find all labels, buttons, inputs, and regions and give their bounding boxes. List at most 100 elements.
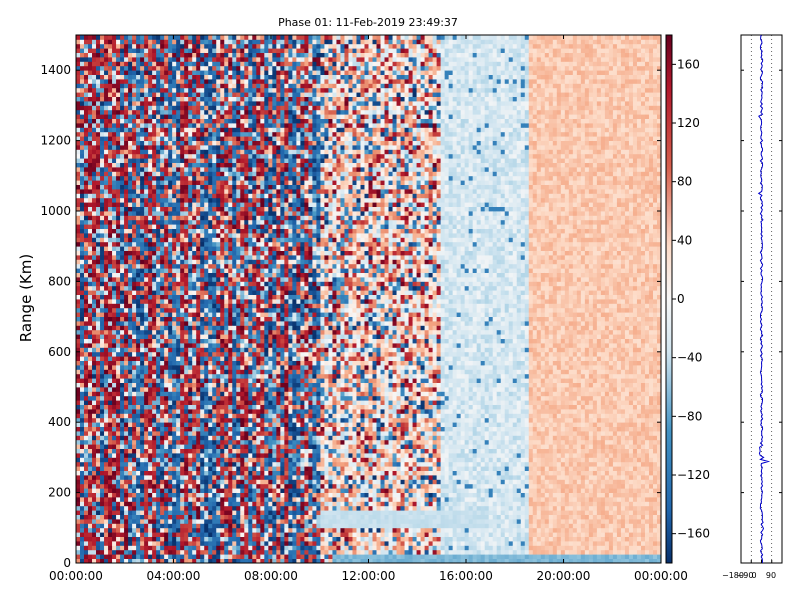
- heatmap-cell: [196, 558, 201, 564]
- heatmap-cell: [176, 369, 181, 375]
- heatmap-cell: [164, 439, 169, 445]
- heatmap-cell: [96, 347, 101, 353]
- heatmap-cell: [140, 497, 145, 502]
- heatmap-cell: [228, 79, 233, 84]
- heatmap-cell: [196, 417, 201, 423]
- heatmap-cell: [208, 501, 213, 507]
- heatmap-cell: [108, 268, 113, 273]
- heatmap-cell: [152, 488, 157, 493]
- heatmap-cell: [240, 483, 245, 489]
- heatmap-cell: [172, 558, 177, 564]
- heatmap-cell: [128, 180, 133, 185]
- heatmap-cell: [236, 527, 241, 533]
- heatmap-cell: [76, 277, 81, 282]
- heatmap-cell: [204, 431, 209, 436]
- heatmap-cell: [196, 351, 201, 357]
- heatmap-cell: [152, 404, 157, 410]
- heatmap-cell: [108, 545, 113, 551]
- heatmap-cell: [112, 549, 117, 555]
- heatmap-cell: [108, 444, 113, 449]
- heatmap-cell: [196, 149, 201, 155]
- heatmap-cell: [204, 294, 209, 300]
- heatmap-cell: [220, 299, 225, 304]
- heatmap-cell: [96, 435, 101, 441]
- heatmap-cell: [152, 387, 157, 392]
- heatmap-cell: [180, 127, 185, 133]
- heatmap-cell: [128, 417, 133, 423]
- heatmap-cell: [220, 400, 225, 405]
- heatmap-cell: [88, 360, 93, 366]
- heatmap-cell: [80, 202, 85, 207]
- heatmap-cell: [224, 558, 229, 564]
- heatmap-cell: [224, 241, 229, 247]
- heatmap-cell: [88, 39, 93, 45]
- heatmap-cell: [124, 189, 129, 194]
- heatmap-cell: [100, 413, 105, 419]
- heatmap-cell: [124, 171, 129, 177]
- heatmap-cell: [104, 431, 109, 436]
- heatmap-cell: [104, 215, 109, 221]
- heatmap-cell: [92, 387, 97, 392]
- heatmap-cell: [228, 369, 233, 375]
- heatmap-cell: [92, 171, 97, 177]
- heatmap-cell: [204, 321, 209, 326]
- heatmap-cell: [220, 373, 225, 379]
- heatmap-cell: [160, 523, 165, 529]
- heatmap-cell: [164, 290, 169, 295]
- heatmap-cell: [196, 153, 201, 159]
- heatmap-cell: [232, 189, 237, 194]
- heatmap-cell: [120, 510, 125, 515]
- heatmap-cell: [180, 92, 185, 97]
- heatmap-cell: [164, 514, 169, 520]
- heatmap-cell: [220, 541, 225, 546]
- heatmap-cell: [140, 35, 145, 40]
- heatmap-cell: [104, 519, 109, 524]
- heatmap-cell: [80, 334, 85, 339]
- heatmap-cell: [96, 400, 101, 405]
- heatmap-cell: [184, 48, 189, 53]
- heatmap-cell: [212, 479, 217, 485]
- heatmap-cell: [236, 127, 241, 133]
- heatmap-cell: [180, 413, 185, 419]
- heatmap-cell: [80, 457, 85, 463]
- heatmap-cell: [76, 105, 81, 111]
- heatmap-cell: [216, 457, 221, 463]
- heatmap-cell: [176, 153, 181, 159]
- heatmap-cell: [180, 303, 185, 309]
- heatmap-cell: [228, 461, 233, 467]
- heatmap-cell: [128, 347, 133, 353]
- heatmap-cell: [216, 343, 221, 348]
- heatmap-cell: [144, 61, 149, 67]
- heatmap-cell: [120, 400, 125, 405]
- heatmap-cell: [136, 246, 141, 251]
- heatmap-cell: [196, 422, 201, 427]
- heatmap-cell: [152, 285, 157, 291]
- heatmap-cell: [76, 202, 81, 207]
- heatmap-cell: [204, 255, 209, 260]
- heatmap-cell: [196, 527, 201, 533]
- heatmap-cell: [196, 140, 201, 146]
- heatmap-cell: [104, 123, 109, 128]
- heatmap-cell: [192, 189, 197, 194]
- heatmap-cell: [208, 316, 213, 322]
- heatmap-cell: [160, 193, 165, 199]
- heatmap-cell: [76, 422, 81, 427]
- heatmap-cell: [180, 549, 185, 555]
- heatmap-cell: [152, 224, 157, 229]
- heatmap-cell: [196, 285, 201, 291]
- heatmap-cell: [152, 545, 157, 551]
- heatmap-cell: [192, 109, 197, 115]
- heatmap-cell: [128, 505, 133, 511]
- heatmap-cell: [208, 171, 213, 177]
- heatmap-cell: [140, 92, 145, 97]
- heatmap-cell: [96, 299, 101, 304]
- heatmap-cell: [164, 109, 169, 115]
- heatmap-cell: [144, 373, 149, 379]
- heatmap-cell: [80, 347, 85, 353]
- heatmap-cell: [172, 189, 177, 194]
- heatmap-cell: [88, 246, 93, 251]
- heatmap-cell: [76, 466, 81, 471]
- heatmap-cell: [240, 470, 245, 476]
- heatmap-cell: [184, 299, 189, 304]
- heatmap-cell: [88, 395, 93, 401]
